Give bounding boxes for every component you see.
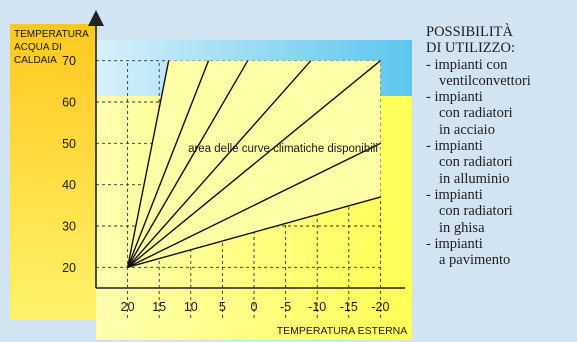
ylabel-line: ACQUA DI	[14, 42, 62, 53]
x-tick-label: -15	[340, 300, 358, 314]
xlabel: TEMPERATURA ESTERNA	[277, 325, 408, 337]
curve-line-1	[126, 60, 170, 268]
usage-item-line: in acciaio	[439, 121, 495, 138]
usage-item-line: ventilconvettori	[439, 72, 531, 89]
x-tick-label: 20	[121, 300, 135, 314]
usage-item: - impianti con radiatori in alluminio	[426, 138, 577, 187]
usage-item-line: - impianti	[426, 186, 483, 203]
y-tick-label: 50	[62, 137, 76, 151]
usage-title-line: POSSIBILITÀ	[426, 24, 514, 40]
curve-line-2	[126, 60, 210, 268]
usage-item-line: - impianti	[426, 138, 483, 155]
y-tick-label: 30	[62, 220, 76, 234]
usage-item-line: a pavimento	[439, 252, 511, 269]
usage-item: - impianti con ventilconvettori	[426, 57, 577, 90]
usage-item-line: - impianti con	[426, 56, 508, 73]
y-tick-label: 70	[62, 54, 76, 68]
y-tick-label: 40	[62, 178, 76, 192]
x-tick-label: 5	[219, 300, 226, 314]
x-tick-label: -5	[280, 300, 291, 314]
curve-line-7	[127, 196, 381, 269]
curve-line-3	[126, 60, 249, 268]
y-tick-label: 60	[62, 96, 76, 110]
usage-item-line: - impianti	[426, 235, 483, 252]
usage-title: POSSIBILITÀ DI UTILIZZO:	[426, 24, 577, 57]
usage-item-line: con radiatori	[439, 105, 513, 122]
x-tick-label: 10	[184, 300, 198, 314]
curve-line-5	[127, 60, 381, 268]
ylabel-line: CALDAIA	[14, 55, 57, 66]
ylabel-band	[10, 24, 96, 320]
usage-item-line: in ghisa	[439, 219, 485, 236]
curve-line-4	[127, 60, 312, 268]
usage-title-line: DI UTILIZZO:	[426, 40, 515, 57]
usage-item-line: con radiatori	[439, 203, 513, 220]
ylabel: TEMPERATURA ACQUA DI CALDAIA	[14, 29, 91, 66]
ylabel-line: TEMPERATURA	[14, 29, 89, 40]
y-tick-label: 20	[62, 261, 76, 275]
xaxis-band	[96, 288, 412, 340]
usage-item-line: - impianti	[426, 89, 483, 106]
usage-item: - impianti con radiatori in acciaio	[426, 89, 577, 138]
x-tick-label: 15	[152, 300, 166, 314]
usage-panel: POSSIBILITÀ DI UTILIZZO: - impianti con …	[426, 24, 577, 268]
x-tick-label: -20	[371, 300, 389, 314]
usage-item-line: con radiatori	[439, 154, 513, 171]
area-label: area delle curve climatiche disponibili	[188, 143, 378, 155]
usage-item-line: in alluminio	[439, 170, 510, 187]
usage-item: - impianti a pavimento	[426, 236, 577, 269]
curve-line-6	[127, 142, 381, 268]
x-tick-label: 0	[251, 300, 258, 314]
x-tick-label: -10	[308, 300, 326, 314]
usage-item: - impianti con radiatori in ghisa	[426, 187, 577, 236]
